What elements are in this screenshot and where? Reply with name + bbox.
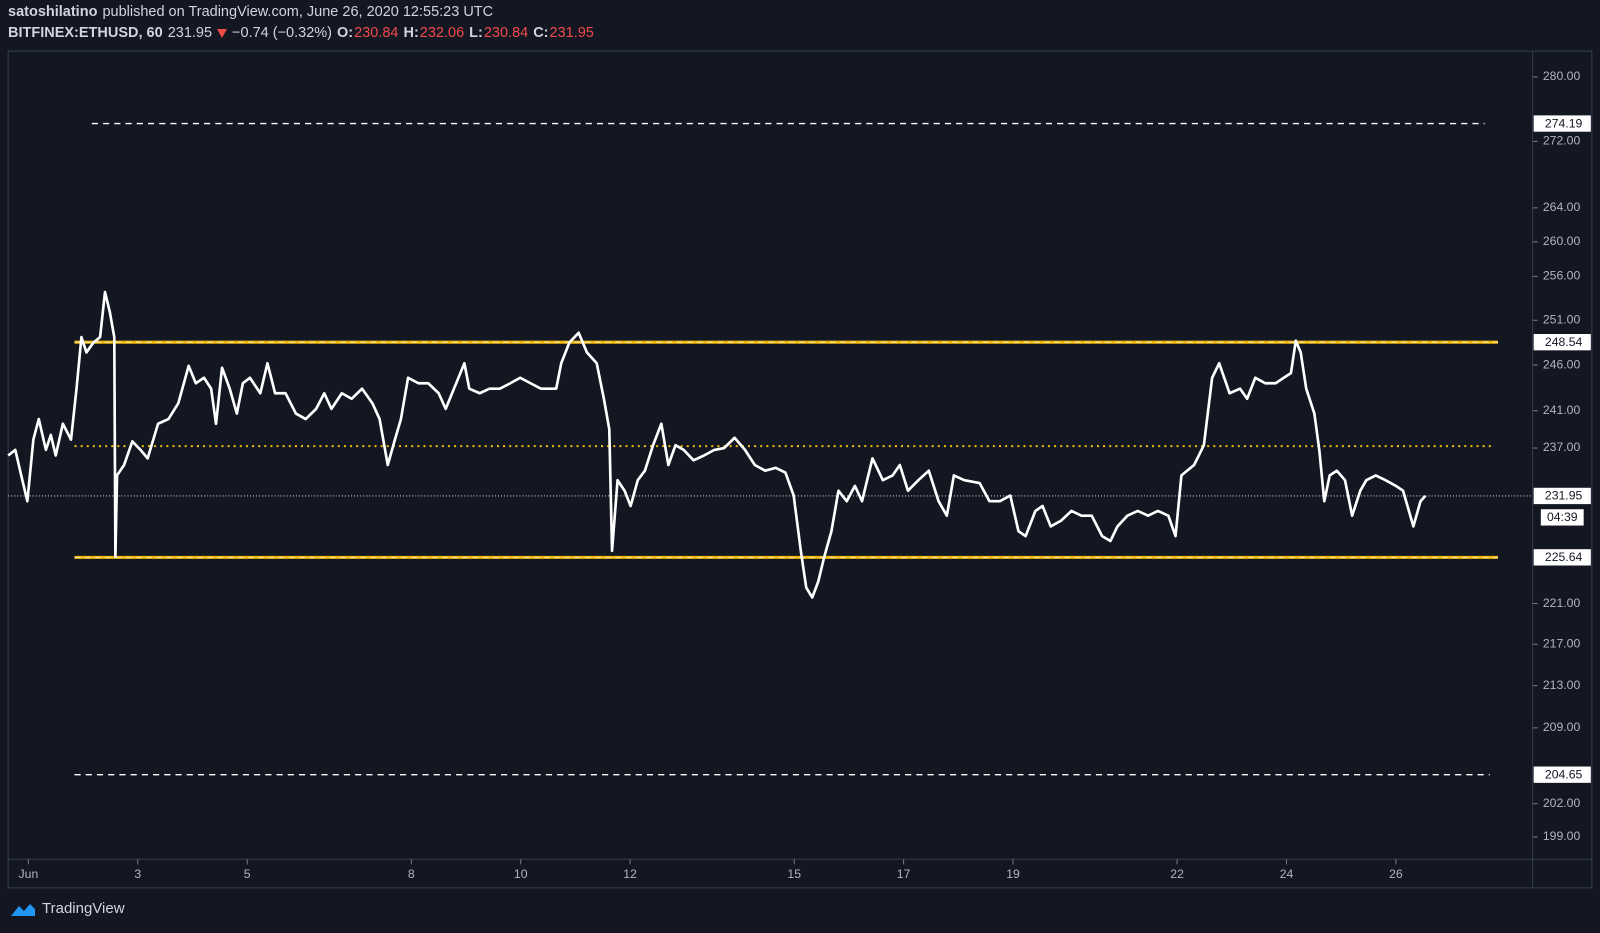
x-tick-label: 3	[134, 867, 141, 881]
last-price: 231.95	[167, 25, 213, 41]
level-label-box	[1533, 115, 1591, 132]
high: 232.06	[419, 25, 465, 41]
logo	[11, 903, 35, 916]
level-label-box	[1533, 549, 1591, 566]
close-label: C:	[533, 25, 549, 41]
y-tick-label: 237.00	[1543, 440, 1581, 454]
x-tick-label: 26	[1389, 867, 1403, 881]
x-tick-label: 22	[1170, 867, 1184, 881]
level-label: 274.19	[1545, 116, 1583, 130]
x-tick-label: 10	[514, 867, 528, 881]
countdown: 04:39	[1547, 510, 1578, 524]
y-tick-label: 221.00	[1543, 596, 1581, 610]
published: published on TradingView.com, June 26, 2…	[102, 4, 494, 20]
x-tick-label: 17	[897, 867, 911, 881]
brand: TradingView	[42, 900, 125, 917]
open: 230.84	[354, 25, 399, 41]
close: 231.95	[549, 25, 594, 41]
chart: 280.00 272.00 264.00 260.00 256.00 251.00 246.…	[7, 50, 1593, 889]
low: 230.84	[483, 25, 529, 41]
symbol-line: BITFINEX:ETHUSD, 60 231.95 −0.74 (−0.32%…	[8, 25, 594, 41]
y-tick-label: 251.00	[1543, 312, 1581, 326]
x-tick-label: 19	[1006, 867, 1020, 881]
y-tick-label: 256.00	[1543, 269, 1581, 283]
countdown-box	[1540, 509, 1584, 526]
level-label: 225.64	[1545, 550, 1583, 564]
x-tick-label: 12	[623, 867, 637, 881]
y-tick-label: 272.00	[1543, 134, 1581, 148]
level-label: 204.65	[1545, 767, 1583, 781]
x-tick-label: 8	[408, 867, 415, 881]
x-tick-label: Jun	[19, 867, 39, 881]
x-tick-label: 5	[244, 867, 251, 881]
y-tick-label: 241.00	[1543, 403, 1581, 417]
y-tick-label: 217.00	[1543, 636, 1581, 650]
y-tick-label: 199.00	[1543, 829, 1581, 843]
level-label-box	[1533, 766, 1591, 783]
high-label: H:	[403, 25, 419, 41]
publish-line: satoshilatino published on TradingView.c…	[8, 4, 493, 20]
low-label: L:	[469, 25, 483, 41]
level-label: 248.54	[1545, 335, 1583, 349]
y-tick-label: 202.00	[1543, 796, 1581, 810]
x-tick-label: 15	[787, 867, 801, 881]
down-arrow	[217, 28, 228, 38]
price-line	[7, 290, 1427, 599]
y-tick-label: 213.00	[1543, 678, 1581, 692]
y-tick-label: 246.00	[1543, 357, 1581, 371]
current-price-label: 231.95	[1545, 489, 1583, 503]
author: satoshilatino	[8, 4, 98, 20]
y-tick-label: 264.00	[1543, 200, 1581, 214]
level-label-box	[1533, 334, 1591, 351]
current-price-label-box	[1533, 487, 1591, 505]
change: −0.74 (−0.32%)	[232, 25, 333, 41]
y-tick-label: 209.00	[1543, 720, 1581, 734]
symbol: BITFINEX:ETHUSD, 60	[8, 25, 163, 41]
x-tick-label: 24	[1280, 867, 1294, 881]
footer: TradingView	[10, 900, 125, 917]
y-tick-label: 260.00	[1543, 234, 1581, 248]
y-tick-label: 280.00	[1543, 69, 1581, 83]
chart-frame	[7, 50, 1593, 889]
open-label: O:	[337, 25, 354, 41]
